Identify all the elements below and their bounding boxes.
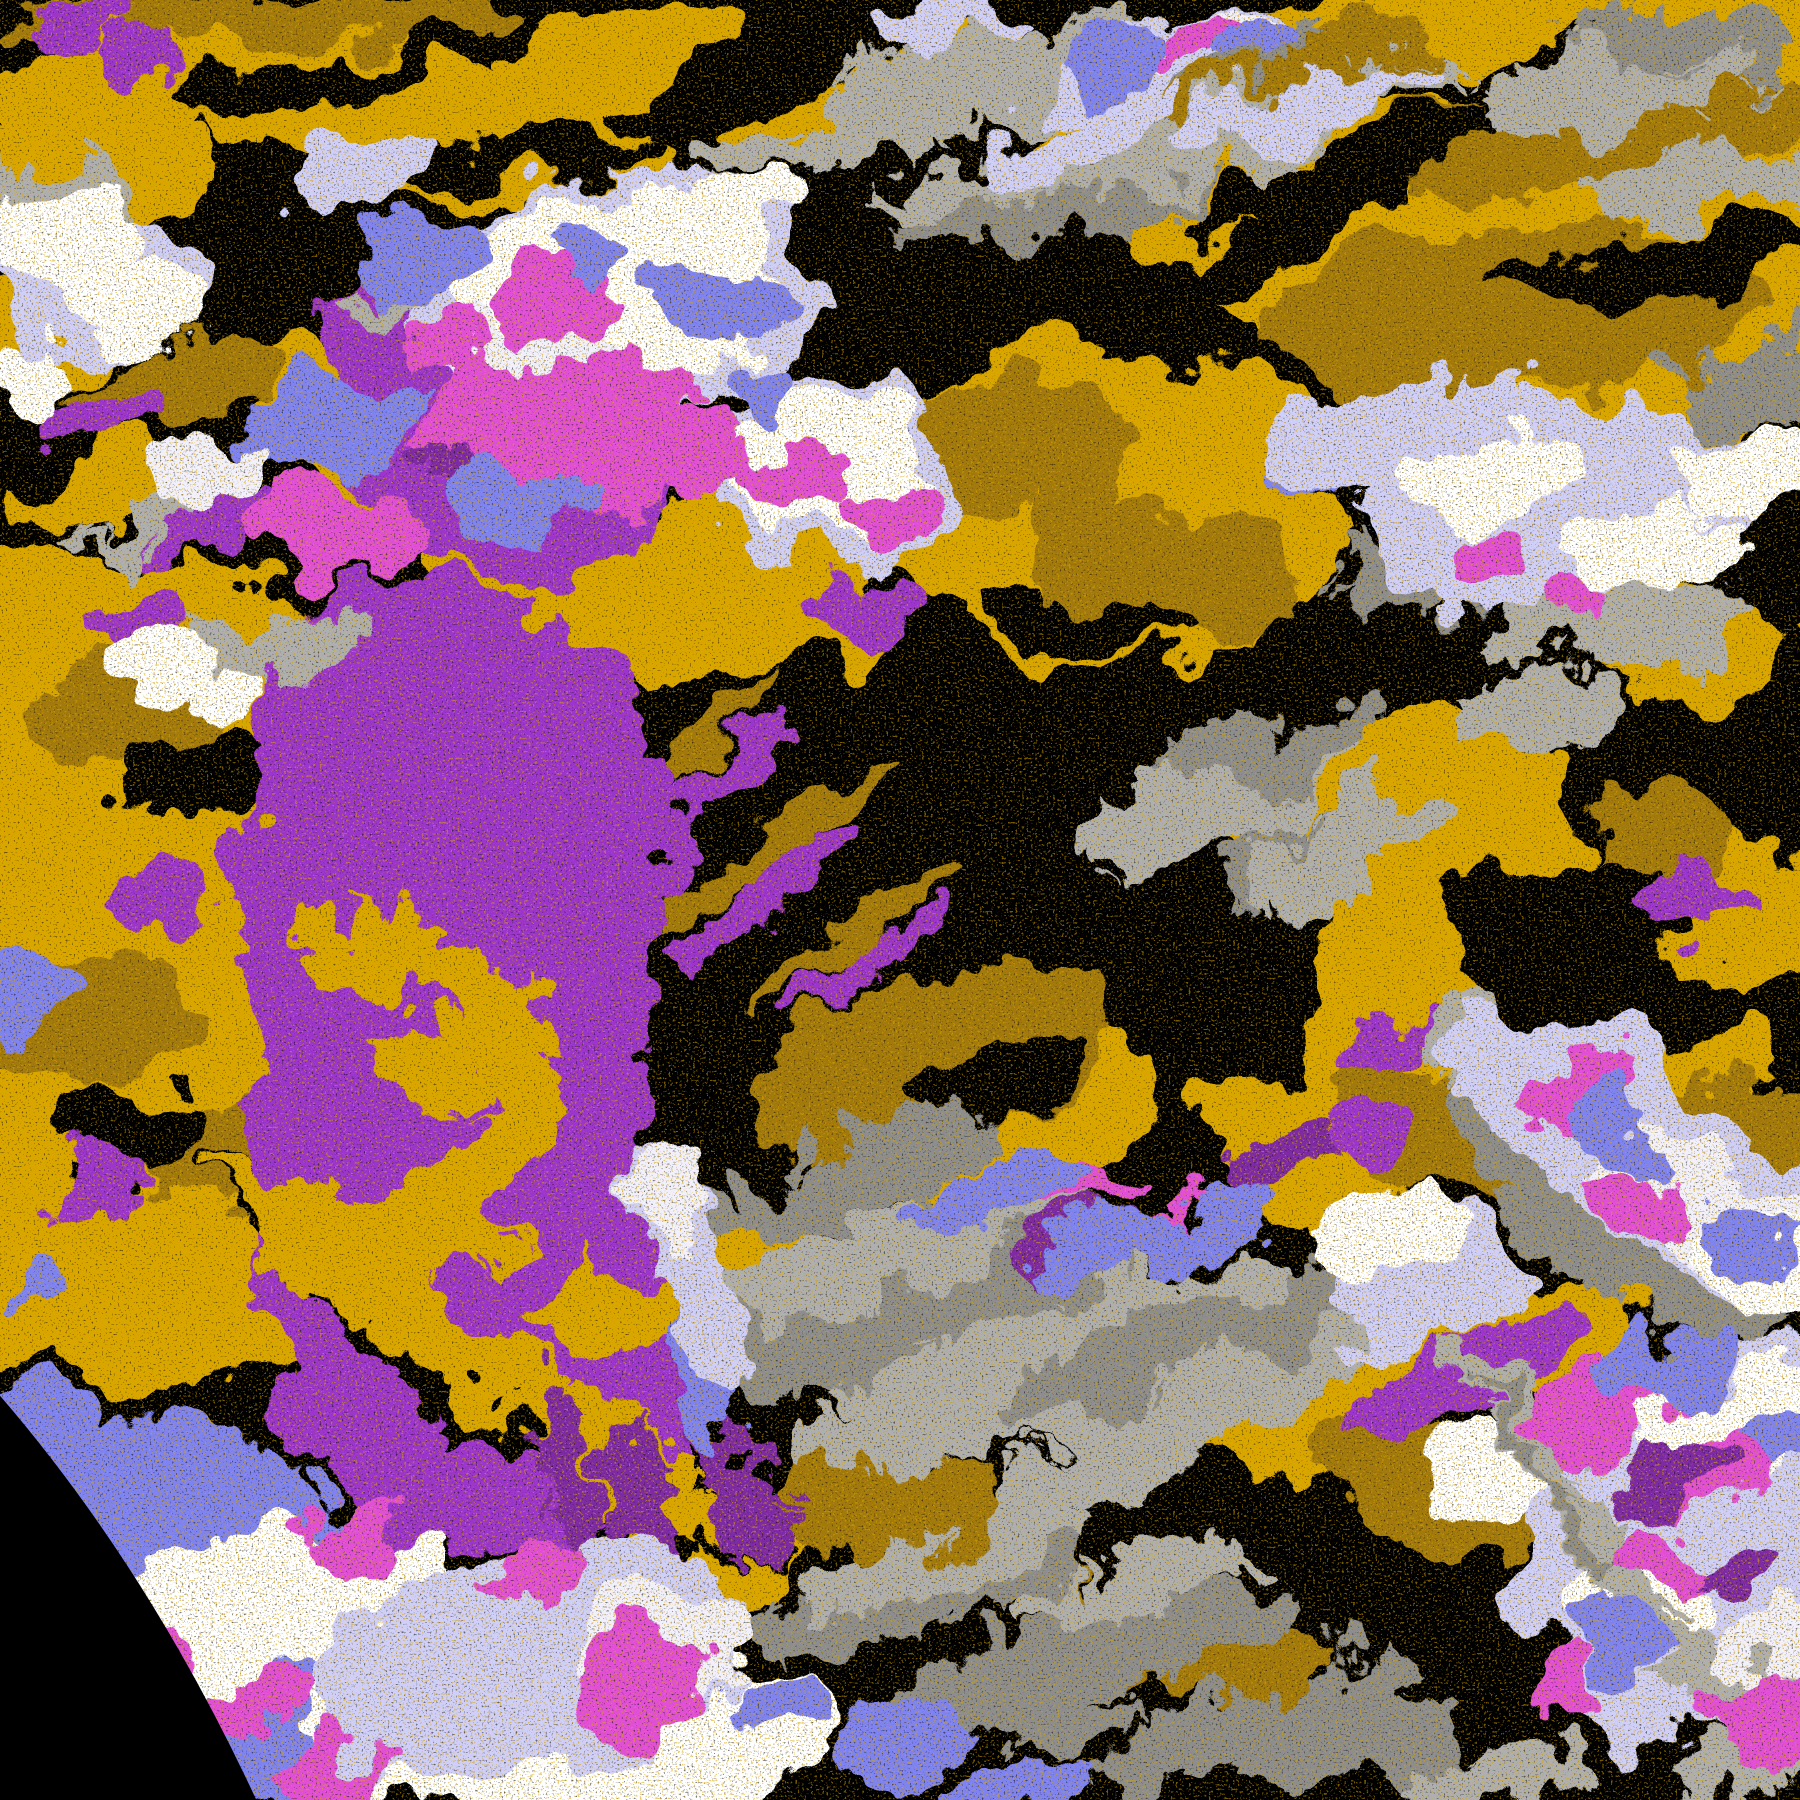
earth-limb — [0, 1395, 257, 1800]
